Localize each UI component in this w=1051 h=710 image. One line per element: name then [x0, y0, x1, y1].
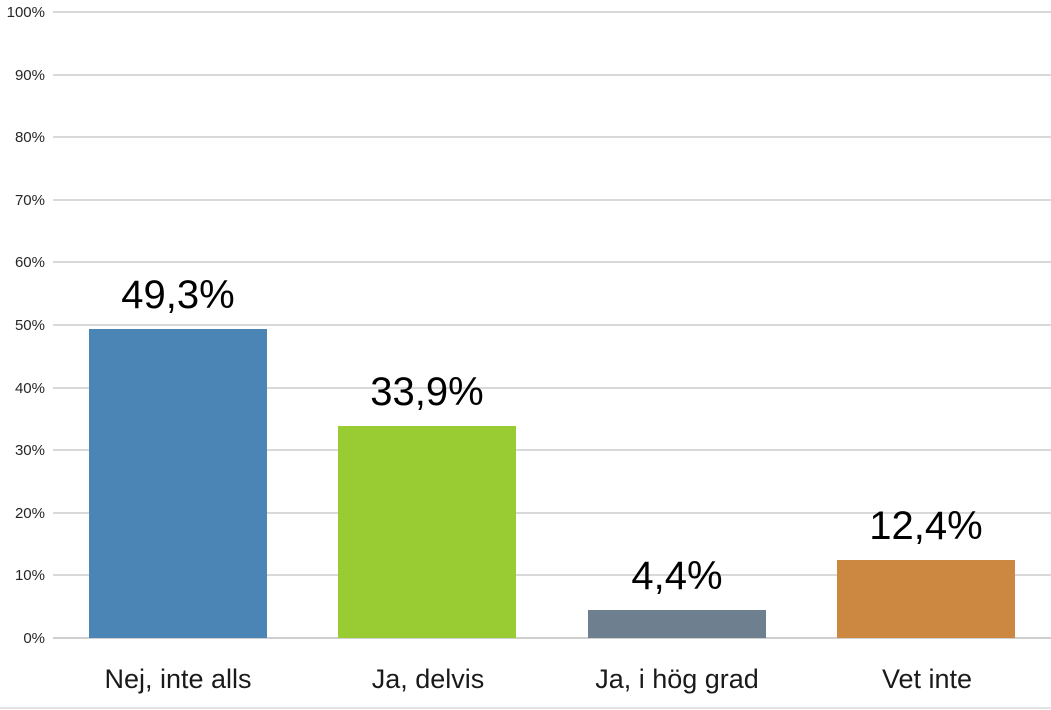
category-label-Ja, i hög grad: Ja, i hög grad: [595, 664, 759, 694]
value-label-Ja, delvis: 33,9%: [370, 370, 484, 414]
x-axis: Nej, inte alls Ja, delvis Ja, i hög grad Ve…: [53, 660, 1051, 702]
gridline-70%: [53, 198, 1051, 201]
gridline-10%: [53, 574, 1051, 577]
y-tick-label-80%: 80%: [14, 129, 45, 147]
gridline-40%: [53, 386, 1051, 389]
category-label-Vet inte: Vet inte: [881, 664, 973, 694]
value-label-Ja, i hög grad: 4,4%: [631, 554, 723, 598]
y-tick-label-90%: 90%: [14, 66, 45, 84]
bar-Ja, delvis: [338, 426, 516, 638]
y-tick-label-10%: 10%: [14, 567, 45, 585]
bar-Ja, i hög grad: [588, 610, 766, 638]
gridline-20%: [53, 511, 1051, 514]
y-tick-label-30%: 30%: [14, 442, 45, 460]
y-tick-label-20%: 20%: [14, 504, 45, 522]
chart-bottom-border: [0, 707, 1051, 709]
gridline-90%: [53, 73, 1051, 76]
y-tick-label-0%: 0%: [23, 630, 45, 647]
y-tick-label-70%: 70%: [14, 191, 45, 209]
value-label-Nej, inte alls: 49,3%: [121, 273, 235, 317]
bar-Nej, inte alls: [89, 329, 267, 638]
value-label-Vet inte: 12,4%: [869, 504, 983, 548]
y-tick-label-60%: 60%: [14, 254, 45, 272]
y-tick-label-40%: 40%: [14, 379, 45, 397]
gridline-0%: [53, 637, 1051, 639]
category-label-Nej, inte alls: Nej, inte alls: [104, 664, 252, 694]
y-tick-label-50%: 50%: [14, 317, 45, 334]
gridline-100%: [53, 11, 1051, 13]
bar-Vet inte: [837, 560, 1015, 638]
gridline-30%: [53, 449, 1051, 452]
plot-area: 0% 10% 20% 30% 40% 50% 60% 70% 80% 90% 100% 49,3% 33…: [7, 5, 1051, 646]
gridline-60%: [53, 261, 1051, 264]
gridline-50%: [53, 324, 1051, 326]
y-tick-label-100%: 100%: [6, 4, 45, 21]
gridline-80%: [53, 136, 1051, 139]
category-label-Ja, delvis: Ja, delvis: [371, 664, 485, 694]
